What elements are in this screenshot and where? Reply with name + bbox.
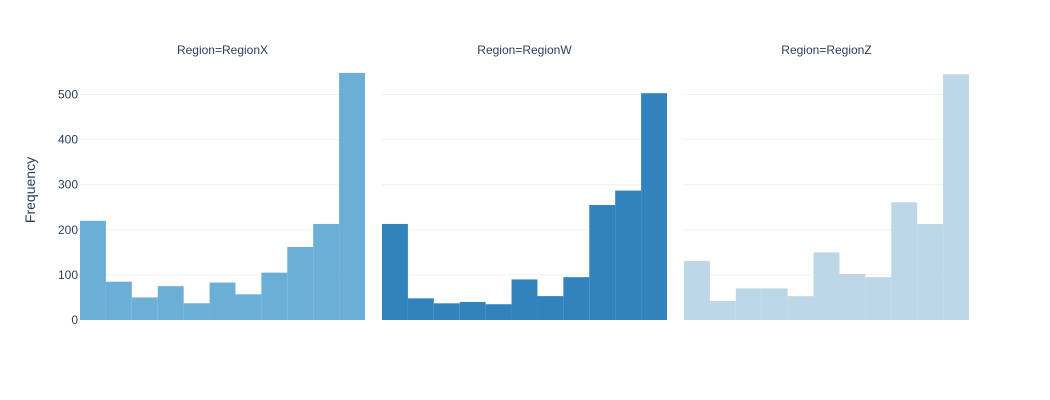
histogram-bar	[459, 301, 486, 320]
histogram-bar	[537, 296, 564, 320]
histogram-bar	[407, 298, 434, 320]
histogram-bar	[313, 223, 340, 320]
labels-layer: Region=RegionX Region=RegionW Region=Regio…	[58, 43, 872, 327]
facet-title: Region=RegionX	[177, 43, 268, 57]
histogram-bar	[80, 220, 106, 320]
histogram-bar	[433, 303, 460, 320]
grid-layer	[80, 94, 969, 276]
histogram-bar	[105, 281, 132, 320]
facet-title: Region=RegionW	[477, 43, 572, 57]
histogram-bar	[209, 282, 236, 320]
histogram-bar	[865, 277, 892, 320]
histogram-bar	[157, 286, 184, 320]
histogram-bar	[615, 190, 642, 320]
histogram-bar	[183, 303, 210, 320]
histogram-bar	[511, 279, 538, 320]
facet-title: Region=RegionZ	[781, 43, 871, 57]
histogram-bar	[339, 72, 365, 321]
histogram-bar	[589, 205, 616, 320]
histogram-bar	[917, 223, 944, 320]
y-tick-label: 400	[58, 133, 78, 147]
histogram-bar	[839, 274, 866, 320]
histogram-bar	[382, 223, 408, 320]
histogram-bar	[684, 260, 710, 320]
histogram-bar	[735, 288, 762, 320]
histogram-bar	[813, 252, 840, 320]
y-tick-label: 200	[58, 223, 78, 237]
histogram-bar	[261, 272, 288, 320]
histogram-bar	[563, 277, 590, 320]
histogram-bar	[131, 297, 158, 320]
histogram-bar	[709, 301, 736, 320]
y-axis-title: Frequency	[22, 157, 38, 223]
histogram-bar	[761, 288, 788, 320]
bars-layer	[80, 72, 969, 321]
y-tick-label: 300	[58, 178, 78, 192]
histogram-bar	[485, 304, 512, 320]
y-tick-label: 0	[71, 313, 78, 327]
histogram-bar	[787, 296, 814, 320]
histogram-bar	[641, 93, 667, 320]
y-tick-label: 500	[58, 88, 78, 102]
histogram-bar	[287, 246, 314, 320]
histogram-bar	[235, 294, 262, 320]
y-tick-label: 100	[58, 268, 78, 282]
histogram-bar	[943, 74, 969, 320]
histogram-bar	[891, 202, 918, 320]
